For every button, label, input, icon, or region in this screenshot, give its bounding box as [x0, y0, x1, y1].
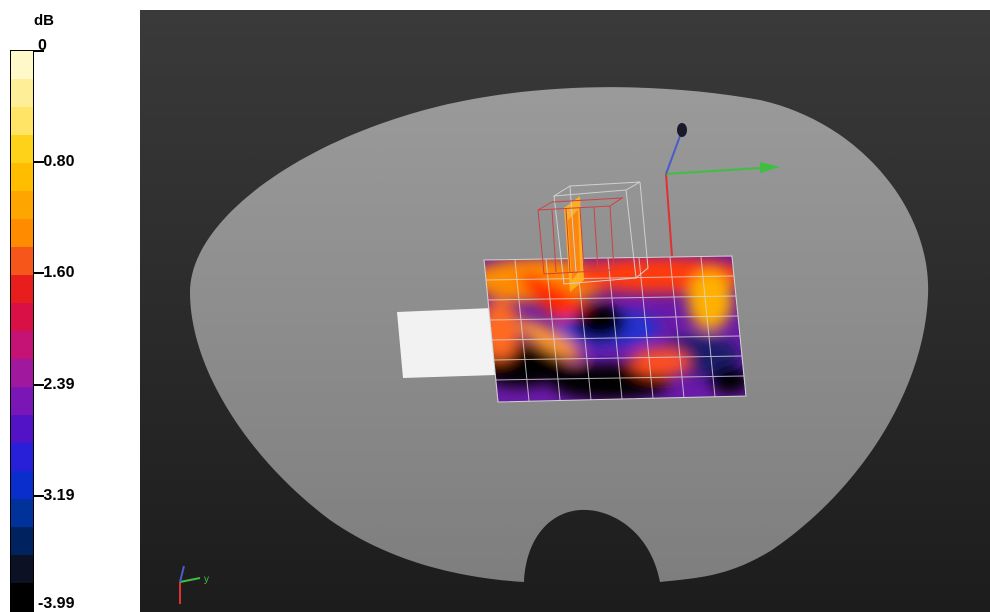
legend-tick-label: 0 — [38, 37, 47, 54]
color-scale-segment — [11, 415, 33, 445]
color-scale-segment — [11, 303, 33, 333]
legend-tick-label: -0.80 — [38, 153, 75, 170]
color-scale-segment — [11, 555, 33, 585]
color-scale-segment — [11, 331, 33, 361]
legend-tick-label: -3.99 — [38, 595, 75, 612]
color-scale-segment — [11, 135, 33, 165]
measurement-volume-wireframe — [553, 181, 649, 285]
probe-scan-wireframe — [537, 197, 624, 275]
color-scale-segment — [11, 51, 33, 81]
triad-y-label: y — [204, 574, 209, 585]
color-scale-bar — [10, 50, 34, 612]
y-axis-arrow — [760, 162, 780, 173]
color-scale-segment — [11, 527, 33, 557]
legend-tick-mark — [34, 495, 44, 497]
color-scale-segment — [11, 275, 33, 305]
z-axis-line — [665, 135, 681, 175]
legend-tick-label: -2.39 — [38, 376, 75, 393]
color-scale-segment — [11, 79, 33, 109]
color-scale-segment — [11, 583, 33, 612]
heatmap-border — [483, 255, 747, 403]
legend-tick-label: -1.60 — [38, 264, 75, 281]
3d-scene[interactable]: y — [140, 10, 990, 612]
legend-tick-mark — [34, 384, 44, 386]
z-axis-arrow — [677, 123, 687, 137]
3d-viewport[interactable]: y — [140, 10, 990, 612]
probe-block — [397, 308, 496, 378]
y-axis-line — [665, 167, 761, 175]
color-scale-segment — [11, 219, 33, 249]
color-scale-segment — [11, 107, 33, 137]
color-scale-segment — [11, 163, 33, 193]
color-scale-segment — [11, 247, 33, 277]
color-scale-segment — [11, 387, 33, 417]
sar-heatmap — [484, 256, 746, 402]
color-scale-segment — [11, 471, 33, 501]
legend-tick-mark — [34, 161, 44, 163]
color-scale-segment — [11, 191, 33, 221]
color-scale-segment — [11, 499, 33, 529]
legend-tick-mark — [34, 272, 44, 274]
color-scale-segment — [11, 359, 33, 389]
color-scale-segment — [11, 443, 33, 473]
legend-unit-label: dB — [34, 12, 54, 29]
legend-tick-mark — [34, 50, 44, 52]
x-axis-line — [665, 173, 673, 257]
legend-tick-label: -3.19 — [38, 487, 75, 504]
color-scale-legend: dB 0 -0.80 -1.60 -2.39 -3.19 -3.99 — [0, 0, 140, 612]
orientation-triad: y — [179, 565, 209, 604]
